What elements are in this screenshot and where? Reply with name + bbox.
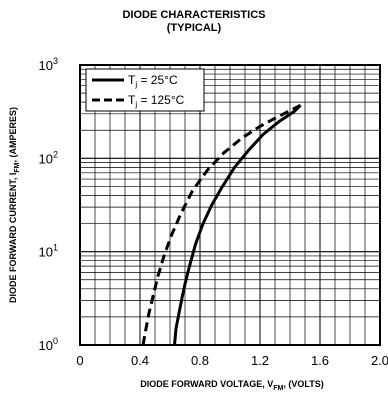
legend-25c-sub: j: [134, 80, 137, 89]
legend-25c-main: T: [128, 73, 136, 87]
y-tick-base: 10: [39, 58, 53, 73]
y-tick-label: 103: [39, 56, 58, 73]
y-tick-exponent: 2: [53, 149, 58, 159]
x-axis-label-subscript: FM: [273, 385, 283, 392]
x-axis-label-prefix: DIODE FORWARD VOLTAGE, V: [140, 379, 273, 389]
legend-125c-main: T: [128, 93, 136, 107]
legend-box: [85, 68, 205, 112]
legend-125c-rest: = 125°C: [137, 93, 184, 107]
data-curves: [141, 103, 302, 346]
chart-title: DIODE CHARACTERISTICS: [122, 9, 265, 21]
y-axis-label: DIODE FORWARD CURRENT, IFM, (AMPERES): [8, 107, 21, 303]
y-axis-label-prefix: DIODE FORWARD CURRENT, I: [8, 173, 18, 303]
legend-25c-rest: = 25°C: [137, 73, 178, 87]
legend-label-125c: Tj = 125°C: [128, 93, 185, 109]
x-tick-label: 0.8: [191, 353, 209, 368]
y-tick-label: 101: [39, 243, 58, 260]
y-tick-exponent: 1: [53, 243, 58, 253]
curve-tj-25c: [173, 104, 302, 346]
plot-frame: [79, 64, 381, 346]
y-tick-base: 10: [39, 245, 53, 260]
x-tick-label: 1.2: [251, 353, 269, 368]
y-axis-label-subscript: FM: [14, 162, 21, 172]
y-tick-label: 100: [39, 336, 58, 353]
x-axis-label-suffix: , (VOLTS): [283, 379, 323, 389]
x-tick-label: 0: [76, 353, 83, 368]
y-axis-label-suffix: , (AMPERES): [8, 107, 18, 163]
x-tick-label: 2.0: [371, 353, 388, 368]
x-tick-labels: 0 0.4 0.8 1.2 1.6 2.0: [76, 353, 388, 368]
legend-125c-sub: j: [134, 100, 137, 109]
curve-tj-125c: [141, 103, 302, 346]
chart-subtitle: (TYPICAL): [167, 22, 222, 34]
y-tick-base: 10: [39, 338, 53, 353]
x-tick-label: 0.4: [131, 353, 149, 368]
x-tick-label: 1.6: [311, 353, 329, 368]
legend: Tj = 25°C Tj = 125°C: [85, 68, 205, 112]
y-tick-exponent: 0: [53, 336, 58, 346]
y-tick-label: 102: [39, 149, 58, 166]
grid-lines: [80, 65, 380, 345]
x-axis-label: DIODE FORWARD VOLTAGE, VFM, (VOLTS): [140, 379, 323, 392]
y-tick-base: 10: [39, 151, 53, 166]
legend-label-25c: Tj = 25°C: [128, 73, 178, 89]
y-tick-exponent: 3: [53, 56, 58, 66]
